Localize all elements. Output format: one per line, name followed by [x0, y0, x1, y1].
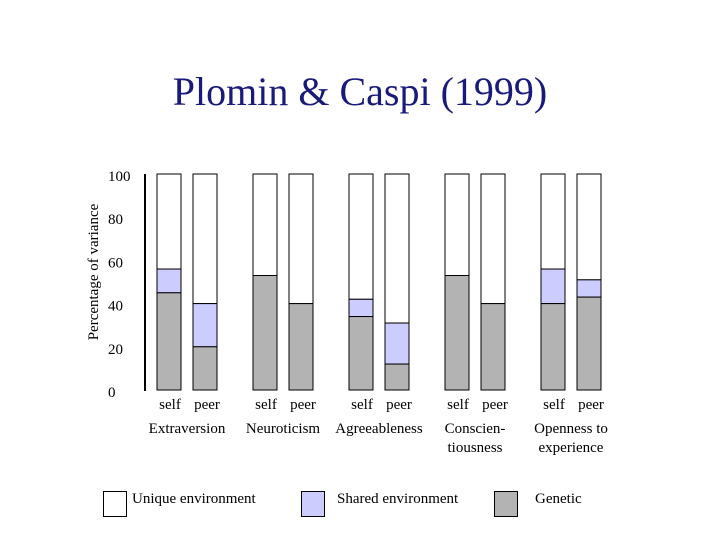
bar-label-peer: peer: [482, 397, 508, 413]
group-label: experience: [539, 440, 604, 456]
bar-segment-shared: [384, 322, 410, 365]
group-label: Neuroticism: [246, 421, 320, 437]
legend-label-genetic: Genetic: [535, 491, 582, 507]
y-axis-label: Percentage of variance: [86, 203, 102, 340]
group-label: Agreeableness: [335, 421, 423, 437]
bar-segment-shared: [576, 279, 602, 298]
y-tick-label: 20: [108, 342, 123, 358]
bar-segment-shared: [156, 268, 182, 294]
bar-label-peer: peer: [194, 397, 220, 413]
bar-segment-unique: [576, 173, 602, 281]
bar-segment-shared: [348, 298, 374, 318]
bar-segment-shared: [192, 303, 218, 348]
bar-label-self: self: [447, 397, 469, 413]
bar-label-self: self: [159, 397, 181, 413]
bar-segment-genetic: [576, 296, 602, 391]
legend-swatch-unique: [103, 491, 127, 517]
bar-label-peer: peer: [578, 397, 604, 413]
legend-label-unique: Unique environment: [132, 491, 256, 507]
bar-segment-unique: [444, 173, 470, 277]
y-tick-label: 60: [108, 255, 123, 271]
bar-segment-genetic: [348, 316, 374, 391]
bar-label-peer: peer: [290, 397, 316, 413]
legend-swatch-genetic: [494, 491, 518, 517]
bar-segment-unique: [348, 173, 374, 300]
bar-segment-genetic: [480, 303, 506, 391]
bar-segment-genetic: [156, 292, 182, 391]
bar-segment-unique: [540, 173, 566, 270]
bar-label-peer: peer: [386, 397, 412, 413]
bar-segment-genetic: [192, 346, 218, 391]
bar-segment-unique: [384, 173, 410, 324]
legend-label-shared: Shared environment: [337, 491, 459, 507]
chart-title: Plomin & Caspi (1999): [172, 69, 548, 114]
y-tick-label: 0: [108, 385, 116, 401]
bar-label-self: self: [255, 397, 277, 413]
legend-swatch-shared: [301, 491, 325, 517]
bar-segment-unique: [156, 173, 182, 270]
y-tick-label: 80: [108, 212, 123, 228]
y-tick-label: 40: [108, 299, 123, 315]
group-label: Extraversion: [149, 421, 226, 437]
bar-segment-unique: [252, 173, 278, 277]
bar-segment-unique: [480, 173, 506, 305]
group-label: Openness to: [534, 421, 608, 437]
y-tick-label: 100: [108, 169, 131, 185]
bar-label-self: self: [543, 397, 565, 413]
bar-segment-genetic: [540, 303, 566, 391]
group-label: Conscien-: [445, 421, 506, 437]
bar-segment-genetic: [384, 363, 410, 391]
bar-segment-shared: [540, 268, 566, 305]
bar-segment-unique: [192, 173, 218, 305]
bar-segment-unique: [288, 173, 314, 305]
group-label: tiousness: [447, 440, 502, 456]
bar-segment-genetic: [444, 275, 470, 391]
bar-label-self: self: [351, 397, 373, 413]
bar-segment-genetic: [288, 303, 314, 391]
bar-segment-genetic: [252, 275, 278, 391]
